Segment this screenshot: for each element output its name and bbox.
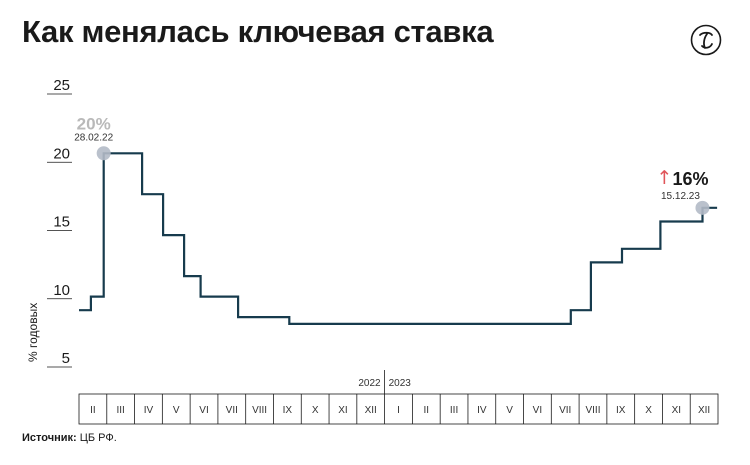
- source-note: Источник: ЦБ РФ.: [22, 432, 117, 444]
- annotations: 20%28.02.22 ↑ 16% 15.12.23: [74, 114, 710, 215]
- y-tick-label: 20: [53, 145, 70, 162]
- y-tick-label: 5: [62, 350, 70, 367]
- month-label: II: [424, 405, 430, 416]
- month-label: VI: [199, 405, 208, 416]
- month-axis: II III IV V VI VII VIII IX X XI XII I II III IV V VI VII V…: [78, 393, 719, 425]
- month-label: VIII: [585, 405, 600, 416]
- start-date-label: 28.02.22: [74, 132, 113, 143]
- y-tick-label: 25: [53, 77, 70, 94]
- start-value-label: 20%: [77, 114, 111, 133]
- month-label: XII: [698, 405, 710, 416]
- month-label: VII: [559, 405, 571, 416]
- month-label: IX: [283, 405, 293, 416]
- month-strip: [78, 393, 719, 425]
- month-label: V: [173, 405, 180, 416]
- month-label: IV: [477, 405, 487, 416]
- year-label: 2023: [389, 378, 412, 389]
- source-label: Источник:: [22, 432, 77, 444]
- month-label: IX: [616, 405, 626, 416]
- end-marker: [695, 200, 710, 215]
- y-axis-label: % годовых: [26, 303, 40, 362]
- month-label: XII: [365, 405, 377, 416]
- month-label: II: [90, 405, 96, 416]
- end-value-label: 16%: [672, 169, 708, 189]
- end-date-label: 15.12.23: [661, 191, 700, 202]
- month-label: IV: [144, 405, 154, 416]
- month-label: VIII: [252, 405, 267, 416]
- year-label: 2022: [358, 378, 381, 389]
- month-label: VII: [226, 405, 238, 416]
- month-label: XI: [338, 405, 347, 416]
- up-arrow-icon: ↑: [656, 167, 672, 189]
- month-label: XI: [672, 405, 681, 416]
- month-label: X: [645, 405, 652, 416]
- y-tick-label: 15: [53, 214, 70, 231]
- y-tick-label: 10: [53, 282, 70, 299]
- month-label: III: [117, 405, 125, 416]
- month-label: I: [397, 405, 400, 416]
- month-label: III: [450, 405, 458, 416]
- month-label: V: [506, 405, 513, 416]
- year-labels: 2022 2023: [358, 370, 411, 394]
- publisher-logo-icon: [690, 24, 722, 56]
- source-text: ЦБ РФ.: [79, 432, 117, 444]
- start-marker: [96, 146, 111, 161]
- rate-series-line: [79, 152, 718, 325]
- page-title: Как менялась ключевая ставка: [22, 14, 494, 49]
- y-axis: 5 10 15 20 25: [47, 77, 72, 368]
- month-label: VI: [533, 405, 542, 416]
- month-label: X: [312, 405, 319, 416]
